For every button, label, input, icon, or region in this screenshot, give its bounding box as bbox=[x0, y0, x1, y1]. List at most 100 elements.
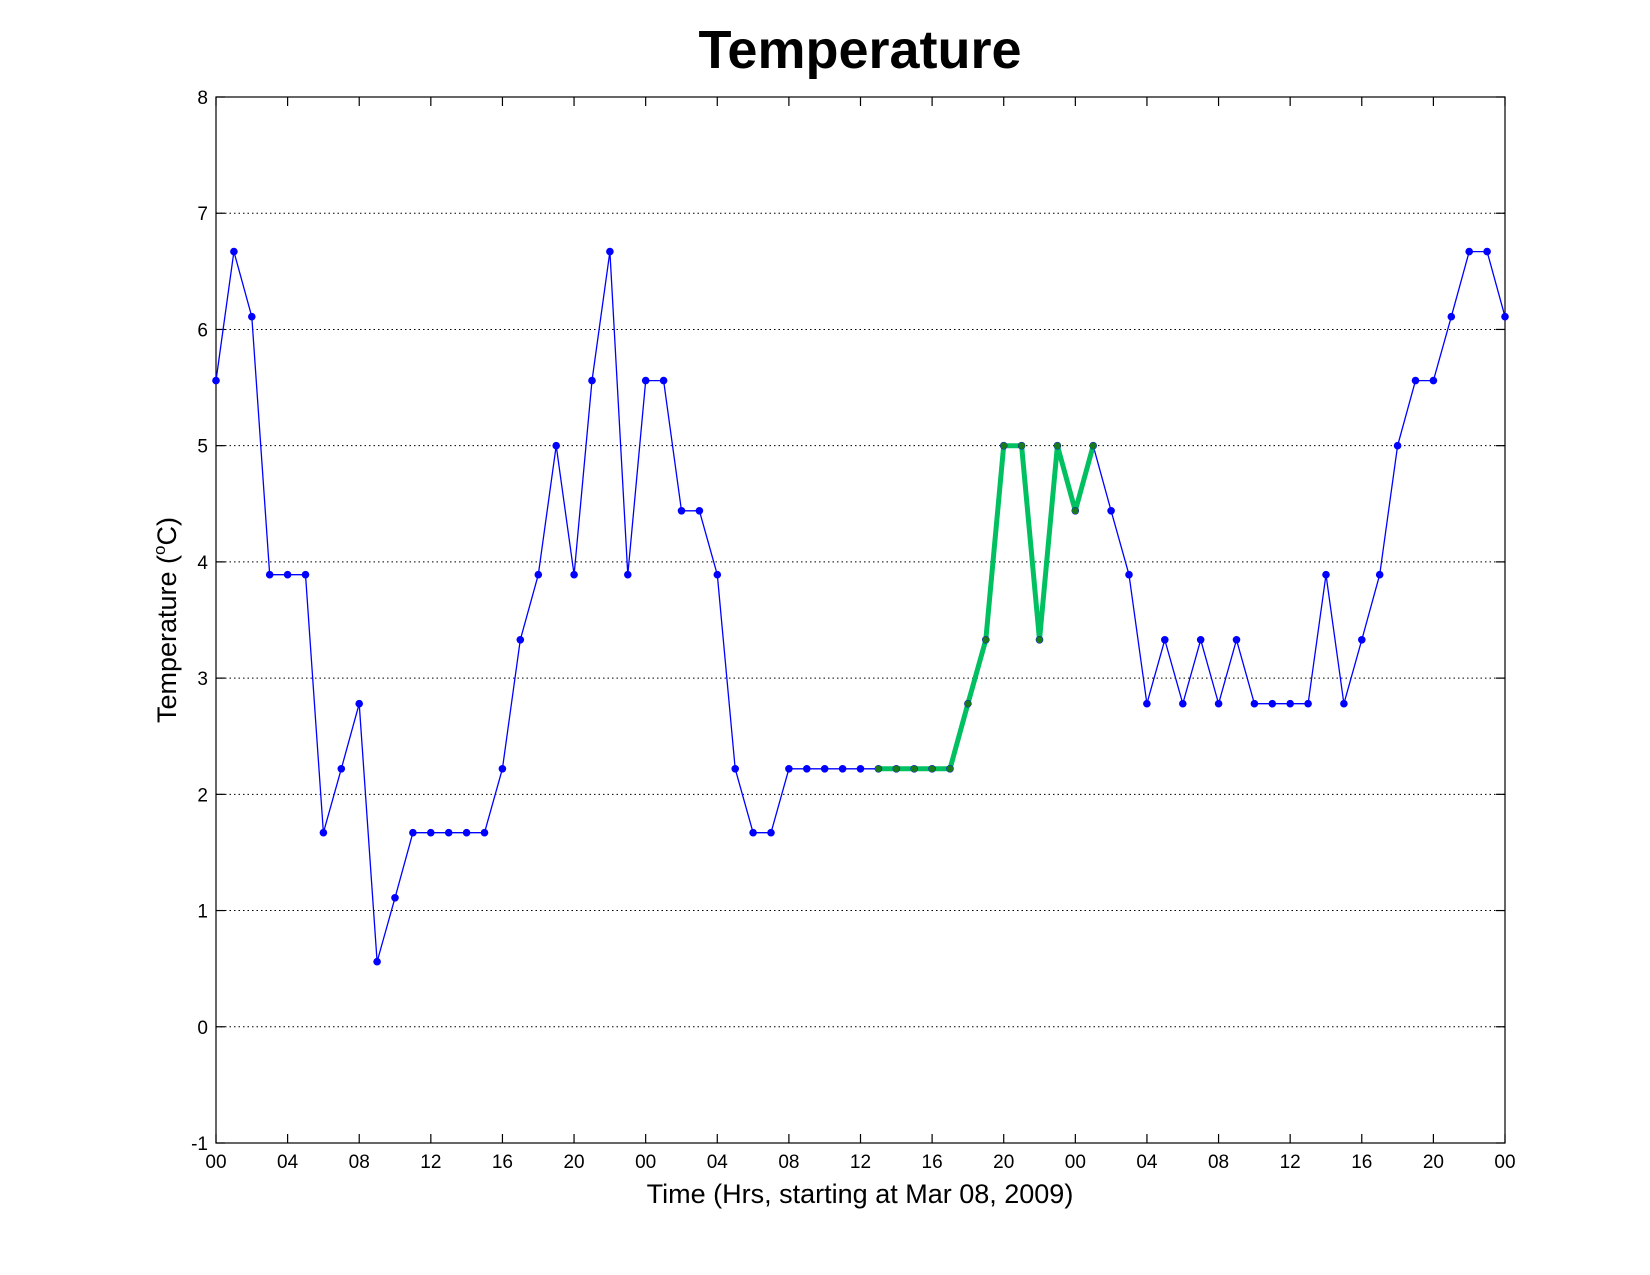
temperature-data-point bbox=[480, 828, 489, 837]
temperature-data-point bbox=[1447, 312, 1456, 321]
x-tick-label: 20 bbox=[563, 1152, 584, 1173]
temperature-data-point bbox=[1375, 570, 1384, 579]
x-tick-label: 00 bbox=[205, 1152, 226, 1173]
temperature-data-point bbox=[1358, 636, 1366, 644]
temperature-data-point bbox=[767, 828, 775, 837]
temperature-data-point bbox=[588, 376, 596, 385]
x-tick-label: 00 bbox=[1494, 1152, 1515, 1173]
highlighted-data-point bbox=[1000, 442, 1008, 450]
axis-ticks bbox=[215, 96, 1506, 1144]
temperature-data-point bbox=[301, 570, 310, 579]
y-axis-label-main: Temperature ( bbox=[152, 555, 182, 723]
highlighted-data-point bbox=[1018, 442, 1025, 450]
temperature-data-point bbox=[248, 312, 256, 321]
x-tick-label: 04 bbox=[277, 1152, 299, 1173]
temperature-data-point bbox=[731, 765, 739, 773]
highlighted-data-point bbox=[892, 765, 900, 773]
x-tick-label: 12 bbox=[1280, 1152, 1301, 1173]
temperature-data-point bbox=[265, 570, 274, 579]
temperature-data-point bbox=[427, 828, 435, 837]
y-axis-label-degree: o bbox=[150, 545, 169, 554]
temperature-data-point bbox=[606, 247, 614, 256]
temperature-data-point bbox=[444, 828, 453, 837]
y-axis-label: Temperature (oC) bbox=[150, 517, 182, 723]
temperature-data-point bbox=[659, 376, 668, 385]
temperature-data-point bbox=[570, 570, 578, 579]
temperature-data-point bbox=[534, 570, 543, 579]
y-tick-label: 3 bbox=[197, 669, 208, 690]
temperature-data-point bbox=[1232, 636, 1241, 644]
temperature-data-point bbox=[1107, 507, 1115, 515]
highlighted-data-point bbox=[1036, 636, 1043, 644]
temperature-data-point bbox=[803, 765, 811, 773]
temperature-data-point bbox=[1304, 699, 1312, 708]
x-tick-label: 00 bbox=[635, 1152, 656, 1173]
chart-title: Temperature bbox=[698, 20, 1021, 80]
y-tick-label: 4 bbox=[197, 553, 208, 574]
temperature-data-point bbox=[856, 765, 865, 773]
temperature-data-point bbox=[1125, 570, 1133, 579]
temperature-data-point bbox=[677, 507, 686, 515]
x-tick-label: 20 bbox=[1423, 1152, 1444, 1173]
highlighted-data-point bbox=[982, 636, 990, 644]
temperature-data-point bbox=[1214, 699, 1223, 708]
temperature-data-point bbox=[713, 570, 722, 579]
temperature-data-point bbox=[283, 570, 292, 579]
y-tick-label: 0 bbox=[197, 1018, 208, 1039]
y-tick-label: 8 bbox=[197, 88, 208, 109]
highlighted-data-point bbox=[946, 765, 954, 773]
temperature-data-point bbox=[212, 376, 220, 385]
temperature-data-point bbox=[462, 828, 471, 837]
highlighted-data-point bbox=[875, 765, 882, 773]
x-tick-label: 16 bbox=[492, 1152, 513, 1173]
highlighted-data-point bbox=[928, 765, 936, 773]
x-tick-label: 00 bbox=[1065, 1152, 1086, 1173]
highlighted-data-point bbox=[1071, 507, 1079, 515]
temperature-data-point bbox=[695, 507, 704, 515]
temperature-data-point bbox=[1196, 636, 1205, 644]
temperature-data-point bbox=[1268, 699, 1277, 708]
temperature-data-point bbox=[337, 765, 346, 773]
temperature-data-point bbox=[820, 765, 829, 773]
temperature-data-point bbox=[1411, 376, 1420, 385]
x-tick-labels: 00 04 08 12 16 20 00 04 08 12 16 20 00 04 08 12 16 20 00 bbox=[205, 1152, 1515, 1173]
y-tick-label: 5 bbox=[197, 437, 208, 458]
x-tick-label: 08 bbox=[349, 1152, 370, 1173]
temperature-data-point bbox=[230, 247, 238, 256]
temperature-data-point bbox=[641, 376, 650, 385]
temperature-data-point bbox=[1501, 312, 1509, 321]
temperature-data-point bbox=[355, 699, 364, 708]
highlighted-data-point bbox=[964, 700, 972, 708]
y-tick-label: 6 bbox=[197, 320, 208, 341]
temperature-data-point bbox=[498, 765, 507, 773]
y-tick-label: 2 bbox=[197, 785, 208, 806]
y-tick-label: -1 bbox=[191, 1134, 208, 1155]
temperature-data-point bbox=[1143, 699, 1151, 708]
temperature-data-point bbox=[373, 957, 381, 966]
x-tick-label: 12 bbox=[420, 1152, 441, 1173]
temperature-data-point bbox=[409, 828, 417, 837]
y-tick-label: 7 bbox=[197, 204, 208, 225]
temperature-data-point bbox=[1322, 570, 1330, 579]
temperature-data-point bbox=[1483, 247, 1491, 256]
x-tick-label: 16 bbox=[1351, 1152, 1372, 1173]
x-axis-label: Time (Hrs, starting at Mar 08, 2009) bbox=[647, 1179, 1074, 1209]
temperature-data-point bbox=[1340, 699, 1348, 708]
y-axis-label-unit: C) bbox=[152, 517, 182, 546]
x-tick-label: 04 bbox=[707, 1152, 729, 1173]
x-tick-label: 04 bbox=[1136, 1152, 1158, 1173]
temperature-data-point bbox=[1250, 699, 1259, 708]
temperature-data-point bbox=[1286, 699, 1294, 708]
y-tick-labels: -1 0 1 2 3 4 5 6 7 8 bbox=[191, 88, 208, 1155]
temperature-data-point bbox=[1393, 441, 1402, 450]
temperature-data-point bbox=[1179, 699, 1187, 708]
temperature-data-point bbox=[1429, 376, 1438, 385]
highlighted-data-point bbox=[910, 765, 918, 773]
x-tick-label: 12 bbox=[850, 1152, 871, 1173]
temperature-data-point bbox=[552, 441, 560, 450]
y-tick-label: 1 bbox=[197, 902, 208, 923]
x-tick-label: 20 bbox=[993, 1152, 1014, 1173]
x-tick-label: 08 bbox=[1208, 1152, 1229, 1173]
